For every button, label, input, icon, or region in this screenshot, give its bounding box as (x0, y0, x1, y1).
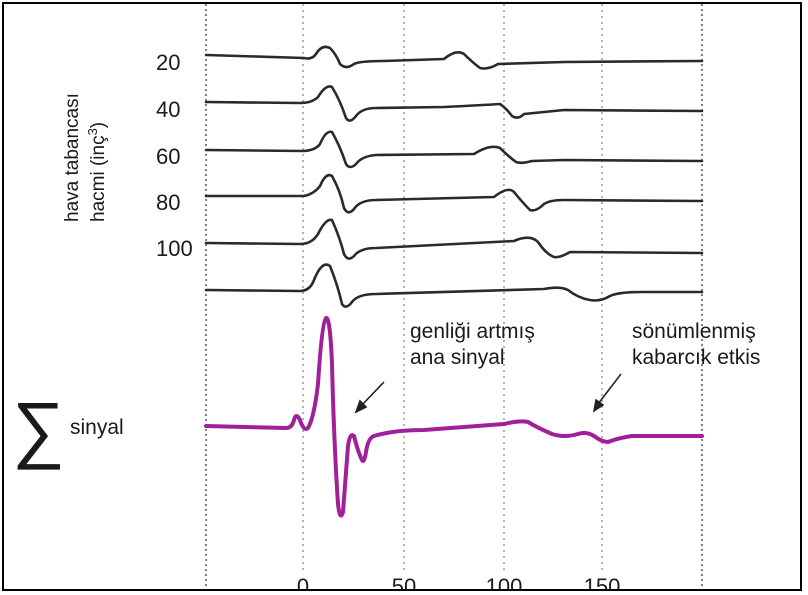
annotation-main-line2: ana sinyal (410, 346, 505, 369)
sum-symbol: ∑ (12, 387, 65, 470)
volume-label: 100 (156, 236, 193, 261)
y-axis-title-line1: hava tabancası (62, 93, 83, 222)
trace-60 (204, 130, 704, 169)
sum-label: sinyal (70, 416, 124, 439)
y-axis-title-line2: hacmi (inç3) (85, 122, 110, 222)
volume-label: 20 (156, 50, 180, 75)
trace-80 (204, 173, 704, 214)
trace-100 (204, 218, 704, 260)
gridlines (302, 4, 603, 574)
x-tick-label: 50 (392, 574, 416, 591)
volume-traces (204, 45, 704, 308)
volume-label: 60 (156, 144, 180, 169)
volume-labels: 20 40 60 80 100 (156, 50, 193, 261)
x-tick-label: 150 (584, 574, 621, 591)
annotation-bubble-line2: kabarcık etkis (632, 346, 760, 369)
volume-label: 40 (156, 97, 180, 122)
x-tick-label: 100 (486, 574, 523, 591)
annotation-bubble-line1: sönümlenmiş (632, 320, 756, 343)
trace-120 (204, 263, 704, 308)
sum-signal-trace (204, 315, 704, 518)
volume-label: 80 (156, 190, 180, 215)
trace-20 (204, 45, 704, 70)
x-tick-label: 0 (297, 574, 309, 591)
annotation-arrows (354, 373, 622, 414)
arrow-bubble (597, 373, 622, 405)
x-tick-labels: 0 50 100 150 (297, 574, 621, 591)
diagram-canvas: hava tabancası hacmi (inç3) 20 40 60 80 … (12, 4, 760, 591)
arrow-main-head (354, 399, 368, 414)
arrow-bubble-head (592, 398, 605, 413)
arrow-main (360, 381, 385, 407)
annotation-main-line1: genliği artmış (410, 320, 535, 343)
trace-40 (204, 85, 704, 122)
